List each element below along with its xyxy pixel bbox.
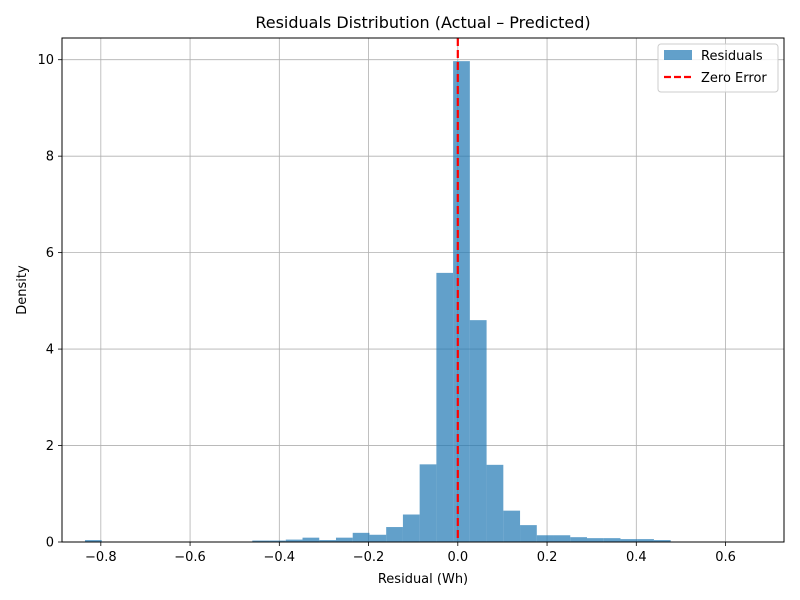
histogram-bar bbox=[386, 527, 403, 542]
histogram-bar bbox=[536, 535, 554, 542]
histogram-bar bbox=[486, 464, 504, 542]
x-axis-ticks: −0.8 −0.6 −0.4 −0.2 0.0 0.2 0.4 0.6 bbox=[85, 542, 736, 565]
histogram-bar bbox=[352, 532, 370, 542]
x-tick-label: −0.2 bbox=[353, 550, 385, 565]
x-tick-label: 0.2 bbox=[537, 550, 558, 565]
histogram-bars bbox=[84, 61, 755, 542]
histogram-bar bbox=[84, 540, 102, 542]
y-axis-ticks: 0 2 4 6 8 10 bbox=[37, 53, 62, 551]
histogram-bar bbox=[603, 538, 621, 542]
legend-label-zero-error: Zero Error bbox=[701, 71, 767, 86]
legend-label-residuals: Residuals bbox=[701, 49, 763, 64]
y-tick-label: 0 bbox=[46, 536, 54, 551]
x-tick-label: −0.8 bbox=[85, 550, 117, 565]
plot-area-frame bbox=[61, 37, 785, 543]
histogram-bar bbox=[402, 514, 420, 542]
histogram-bar bbox=[319, 540, 336, 542]
legend-swatch-residuals bbox=[664, 50, 692, 60]
histogram-bar bbox=[620, 539, 638, 542]
histogram-bar bbox=[453, 61, 470, 542]
x-tick-label: 0.4 bbox=[626, 550, 647, 565]
histogram-bar bbox=[335, 537, 353, 542]
histogram-bar bbox=[503, 510, 521, 542]
histogram-bar bbox=[469, 320, 487, 542]
chart-title: Residuals Distribution (Actual – Predict… bbox=[255, 13, 590, 32]
x-tick-label: 0.0 bbox=[447, 550, 468, 565]
histogram-bar bbox=[419, 464, 437, 542]
x-tick-label: 0.6 bbox=[715, 550, 736, 565]
histogram-bar bbox=[520, 525, 537, 542]
histogram-bar bbox=[369, 534, 387, 542]
histogram-bar bbox=[252, 540, 270, 542]
y-tick-label: 8 bbox=[46, 150, 54, 165]
legend: Residuals Zero Error bbox=[657, 43, 779, 93]
y-tick-label: 2 bbox=[46, 439, 54, 454]
y-tick-label: 4 bbox=[46, 343, 54, 358]
x-tick-label: −0.6 bbox=[174, 550, 206, 565]
histogram-bar bbox=[285, 539, 303, 542]
histogram-bar bbox=[269, 540, 286, 542]
x-axis-title: Residual (Wh) bbox=[378, 572, 468, 587]
y-axis-title: Density bbox=[15, 265, 30, 315]
y-tick-label: 10 bbox=[37, 53, 54, 68]
histogram-bar bbox=[653, 540, 671, 542]
histogram-bar bbox=[302, 537, 320, 542]
x-tick-label: −0.4 bbox=[264, 550, 296, 565]
y-tick-label: 6 bbox=[46, 246, 54, 261]
histogram-bar bbox=[570, 537, 587, 542]
histogram-bar bbox=[436, 272, 454, 542]
histogram-bar bbox=[553, 535, 571, 542]
histogram-bar bbox=[586, 538, 604, 542]
histogram-bar bbox=[637, 539, 654, 542]
